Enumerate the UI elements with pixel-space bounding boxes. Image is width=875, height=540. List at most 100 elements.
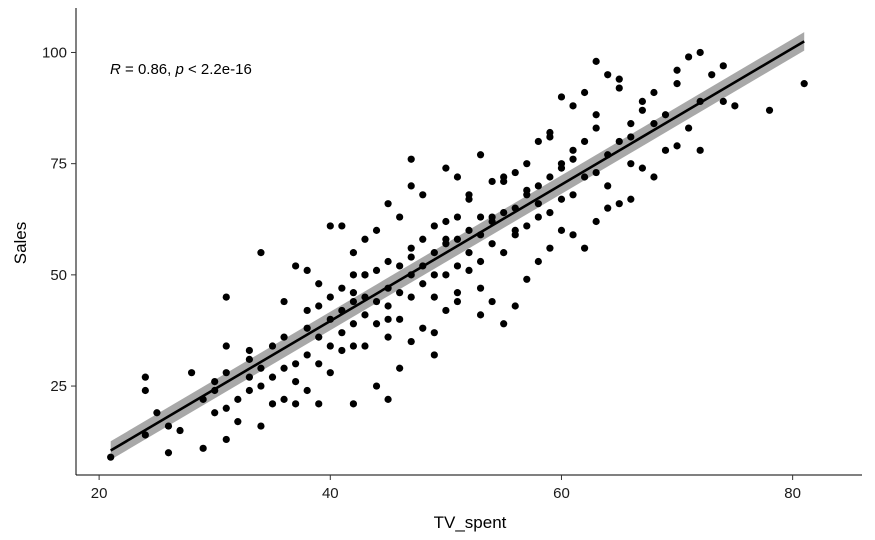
- data-point: [627, 133, 635, 141]
- correlation-annotation: R = 0.86, p < 2.2e-16: [110, 61, 252, 78]
- data-point: [349, 249, 358, 257]
- data-point: [396, 315, 404, 323]
- data-point: [557, 93, 566, 101]
- data-point: [765, 106, 774, 114]
- data-point: [187, 369, 196, 377]
- data-point: [592, 124, 600, 132]
- data-point: [407, 182, 415, 190]
- data-point: [661, 111, 670, 119]
- data-point: [430, 222, 438, 230]
- data-point: [234, 395, 242, 403]
- data-point: [453, 297, 462, 306]
- y-tick-label: 75: [50, 156, 67, 173]
- y-axis-title: Sales: [11, 222, 30, 265]
- data-point: [557, 160, 566, 168]
- data-point: [349, 400, 358, 408]
- p-value-text: < 2.2e-16: [184, 61, 252, 78]
- data-point: [615, 137, 623, 146]
- data-point: [638, 106, 646, 114]
- r-symbol: R: [110, 61, 121, 78]
- data-point: [476, 257, 485, 266]
- data-point: [465, 249, 473, 257]
- data-point: [164, 422, 173, 430]
- data-point: [199, 444, 207, 452]
- data-point: [372, 226, 381, 234]
- data-point: [430, 249, 438, 257]
- data-point: [280, 333, 288, 341]
- data-point: [361, 271, 369, 279]
- data-point: [592, 217, 600, 226]
- data-point: [465, 266, 473, 275]
- data-point: [315, 400, 323, 408]
- data-point: [315, 333, 323, 341]
- data-point: [453, 213, 462, 221]
- data-point: [534, 182, 542, 190]
- data-point: [372, 297, 381, 306]
- data-point: [511, 168, 519, 177]
- data-point: [419, 235, 427, 243]
- data-point: [719, 97, 727, 105]
- data-point: [488, 240, 496, 248]
- x-tick-label: 80: [784, 485, 801, 502]
- data-point: [419, 280, 427, 288]
- data-point: [338, 329, 346, 337]
- data-point: [430, 271, 438, 279]
- data-point: [211, 409, 219, 417]
- data-point: [211, 378, 219, 386]
- data-point: [268, 342, 277, 350]
- data-point: [592, 168, 600, 177]
- data-point: [303, 351, 311, 359]
- data-point: [384, 395, 392, 403]
- data-point: [534, 213, 542, 221]
- data-point: [534, 137, 542, 146]
- data-point: [557, 226, 566, 234]
- data-point: [303, 324, 311, 332]
- data-point: [476, 284, 485, 292]
- data-point: [141, 373, 149, 381]
- data-point: [453, 173, 462, 181]
- data-point: [280, 364, 288, 372]
- data-point: [580, 244, 589, 252]
- data-point: [257, 382, 265, 390]
- data-point: [500, 320, 508, 328]
- y-tick-label: 25: [50, 378, 67, 395]
- data-point: [280, 297, 288, 306]
- data-point: [604, 182, 612, 190]
- data-point: [396, 213, 404, 221]
- data-point: [349, 289, 358, 297]
- data-point: [396, 289, 404, 297]
- data-point: [407, 244, 415, 252]
- data-point: [534, 257, 542, 266]
- data-point: [222, 369, 230, 377]
- x-axis-title: TV_spent: [434, 513, 507, 532]
- data-point: [719, 62, 727, 70]
- data-point: [465, 191, 473, 199]
- data-point: [234, 418, 242, 426]
- data-point: [292, 262, 300, 270]
- data-point: [419, 191, 427, 199]
- data-point: [384, 302, 392, 310]
- data-point: [384, 200, 392, 208]
- data-point: [338, 222, 346, 230]
- data-point: [580, 173, 589, 181]
- regression-line: [110, 40, 805, 452]
- data-point: [222, 342, 230, 350]
- data-point: [638, 164, 646, 172]
- data-point: [685, 53, 693, 61]
- data-point: [546, 244, 554, 252]
- data-point: [176, 426, 184, 435]
- data-point: [245, 373, 253, 381]
- data-point: [222, 435, 230, 444]
- data-point: [476, 311, 485, 319]
- data-point: [731, 102, 739, 110]
- data-point: [349, 271, 358, 279]
- data-point: [708, 71, 716, 79]
- data-point: [326, 369, 334, 377]
- axes-layer: 20 40 60 80 25 50 75 100: [42, 8, 862, 502]
- data-point: [349, 342, 358, 350]
- data-point: [453, 262, 462, 270]
- data-point: [326, 342, 334, 350]
- data-point: [627, 160, 635, 168]
- data-point: [615, 84, 623, 92]
- data-point: [384, 315, 392, 323]
